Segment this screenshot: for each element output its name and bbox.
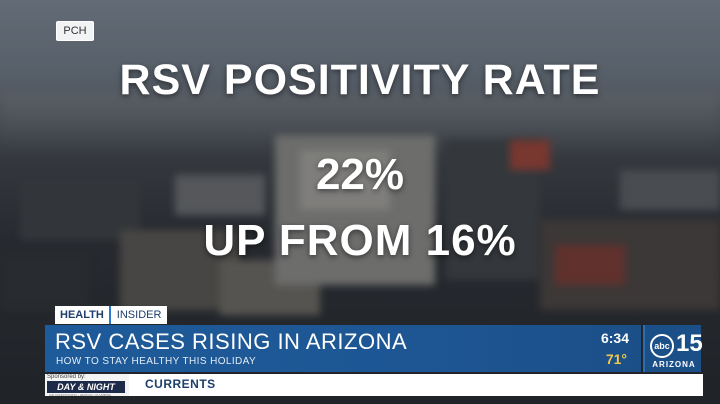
- ticker-bar: Sponsored by: DAY & NIGHT AIR CONDITIONI…: [45, 374, 703, 397]
- tag-insider: INSIDER: [110, 306, 168, 324]
- sponsor-tagline: AIR CONDITIONING • HEATING • PLUMBING: [49, 393, 112, 397]
- sponsor-label: Sponsored by:: [47, 374, 86, 380]
- story-subtitle: HOW TO STAY HEALTHY THIS HOLIDAY: [56, 356, 257, 367]
- lower-third: RSV CASES RISING IN ARIZONA HOW TO STAY …: [45, 325, 641, 372]
- tag-health: HEALTH: [55, 306, 111, 324]
- channel-number: 15: [676, 330, 703, 357]
- story-title: RSV CASES RISING IN ARIZONA: [55, 329, 408, 354]
- section-tag: HEALTH INSIDER: [55, 306, 168, 324]
- temperature: 71°: [605, 351, 627, 367]
- sponsor-logo: DAY & NIGHT: [47, 381, 125, 393]
- station-region: ARIZONA: [652, 360, 696, 369]
- pch-badge: PCH: [56, 21, 94, 41]
- ticker-section: CURRENTS: [145, 377, 216, 391]
- abc-logo-icon: abc: [650, 334, 674, 358]
- headline-title: RSV POSITIVITY RATE: [119, 56, 601, 104]
- station-logo: abc 15 ARIZONA: [643, 325, 703, 372]
- headline-rate: 22%: [315, 150, 405, 199]
- headline-comparison: UP FROM 16%: [203, 216, 517, 265]
- sponsor-block: Sponsored by: DAY & NIGHT AIR CONDITIONI…: [45, 374, 129, 397]
- clock: 6:34: [600, 330, 629, 346]
